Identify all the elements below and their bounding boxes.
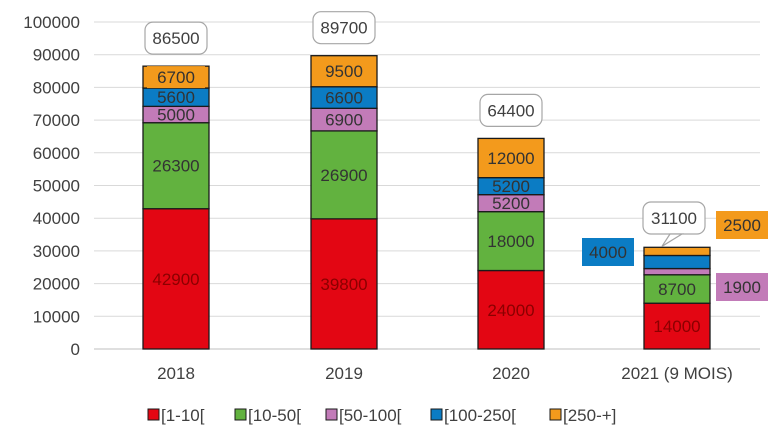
x-axis: 2018 2019 2020 2021 (9 MOIS)	[157, 364, 733, 383]
x-tick-label: 2019	[325, 364, 363, 383]
bar-segment	[310, 218, 378, 350]
x-tick-label: 2020	[492, 364, 530, 383]
data-label: 8700	[658, 280, 696, 299]
bar-segment	[643, 274, 711, 304]
bar-segment	[310, 55, 378, 88]
legend-label: [100-250[	[444, 406, 516, 425]
data-label: 5000	[157, 106, 195, 125]
total-callout	[479, 93, 543, 128]
legend-swatch	[549, 408, 562, 421]
y-axis-ticks: 0 10000 20000 30000 40000 50000 60000 70000 8000…	[23, 13, 80, 359]
total-label: 89700	[320, 19, 367, 38]
total-callout	[144, 21, 208, 55]
legend-label: [1-10[	[161, 406, 205, 425]
total-callout	[312, 11, 376, 45]
data-label: 26300	[152, 157, 199, 176]
y-tick-label: 10000	[33, 307, 80, 326]
y-tick-label: 20000	[33, 275, 80, 294]
y-tick-label: 50000	[33, 177, 80, 196]
x-tick-label: 2018	[157, 364, 195, 383]
legend-label: [250-+]	[563, 406, 616, 425]
bar-segment	[142, 122, 210, 210]
data-label: 4000	[589, 243, 627, 262]
total-label: 64400	[487, 101, 534, 120]
y-tick-label: 60000	[33, 144, 80, 163]
x-tick-label: 2021 (9 MOIS)	[621, 364, 733, 383]
data-label-badge	[582, 238, 634, 266]
legend-swatch	[430, 408, 443, 421]
data-label-badge	[716, 211, 768, 239]
legend: [1-10[ [10-50[ [50-100[ [100-250[ [250-+]	[147, 406, 616, 425]
data-label: 18000	[487, 232, 534, 251]
data-label: 9500	[325, 62, 363, 81]
data-label: 42900	[152, 270, 199, 289]
bar-segment	[643, 267, 711, 276]
bar-segment	[477, 137, 545, 179]
y-tick-label: 40000	[33, 209, 80, 228]
data-label: 6900	[325, 111, 363, 130]
data-label: 26900	[320, 166, 367, 185]
y-tick-label: 30000	[33, 242, 80, 261]
bar-segment	[477, 211, 545, 272]
data-label: 39800	[320, 275, 367, 294]
data-label: 6600	[325, 89, 363, 108]
bar-segment	[477, 269, 545, 350]
bar-segment	[142, 208, 210, 350]
data-label: 6700	[157, 68, 195, 87]
total-label: 86500	[152, 29, 199, 48]
data-label-badge	[147, 66, 205, 89]
bar-segment	[643, 246, 711, 257]
data-label: 5600	[157, 88, 195, 107]
data-label: 14000	[653, 317, 700, 336]
bar-segment	[310, 130, 378, 220]
y-tick-label: 0	[71, 340, 80, 359]
data-label: 2500	[723, 216, 761, 235]
legend-label: [50-100[	[339, 406, 402, 425]
legend-label: [10-50[	[248, 406, 301, 425]
y-tick-label: 70000	[33, 111, 80, 130]
legend-swatch	[234, 408, 247, 421]
total-label: 31100	[651, 209, 697, 228]
total-callout-pointer	[661, 233, 685, 247]
y-tick-label: 80000	[33, 78, 80, 97]
data-label: 12000	[487, 149, 534, 168]
y-tick-label: 90000	[33, 46, 80, 65]
bar-segment	[643, 302, 711, 350]
data-label: 24000	[487, 301, 534, 320]
data-label: 1900	[723, 278, 761, 297]
legend-swatch	[325, 408, 338, 421]
data-label-badge	[716, 273, 768, 301]
data-label: 5200	[492, 177, 530, 196]
data-label: 5200	[492, 194, 530, 213]
bar-segment	[643, 254, 711, 270]
legend-swatch	[147, 408, 160, 421]
y-tick-label: 100000	[23, 13, 80, 32]
